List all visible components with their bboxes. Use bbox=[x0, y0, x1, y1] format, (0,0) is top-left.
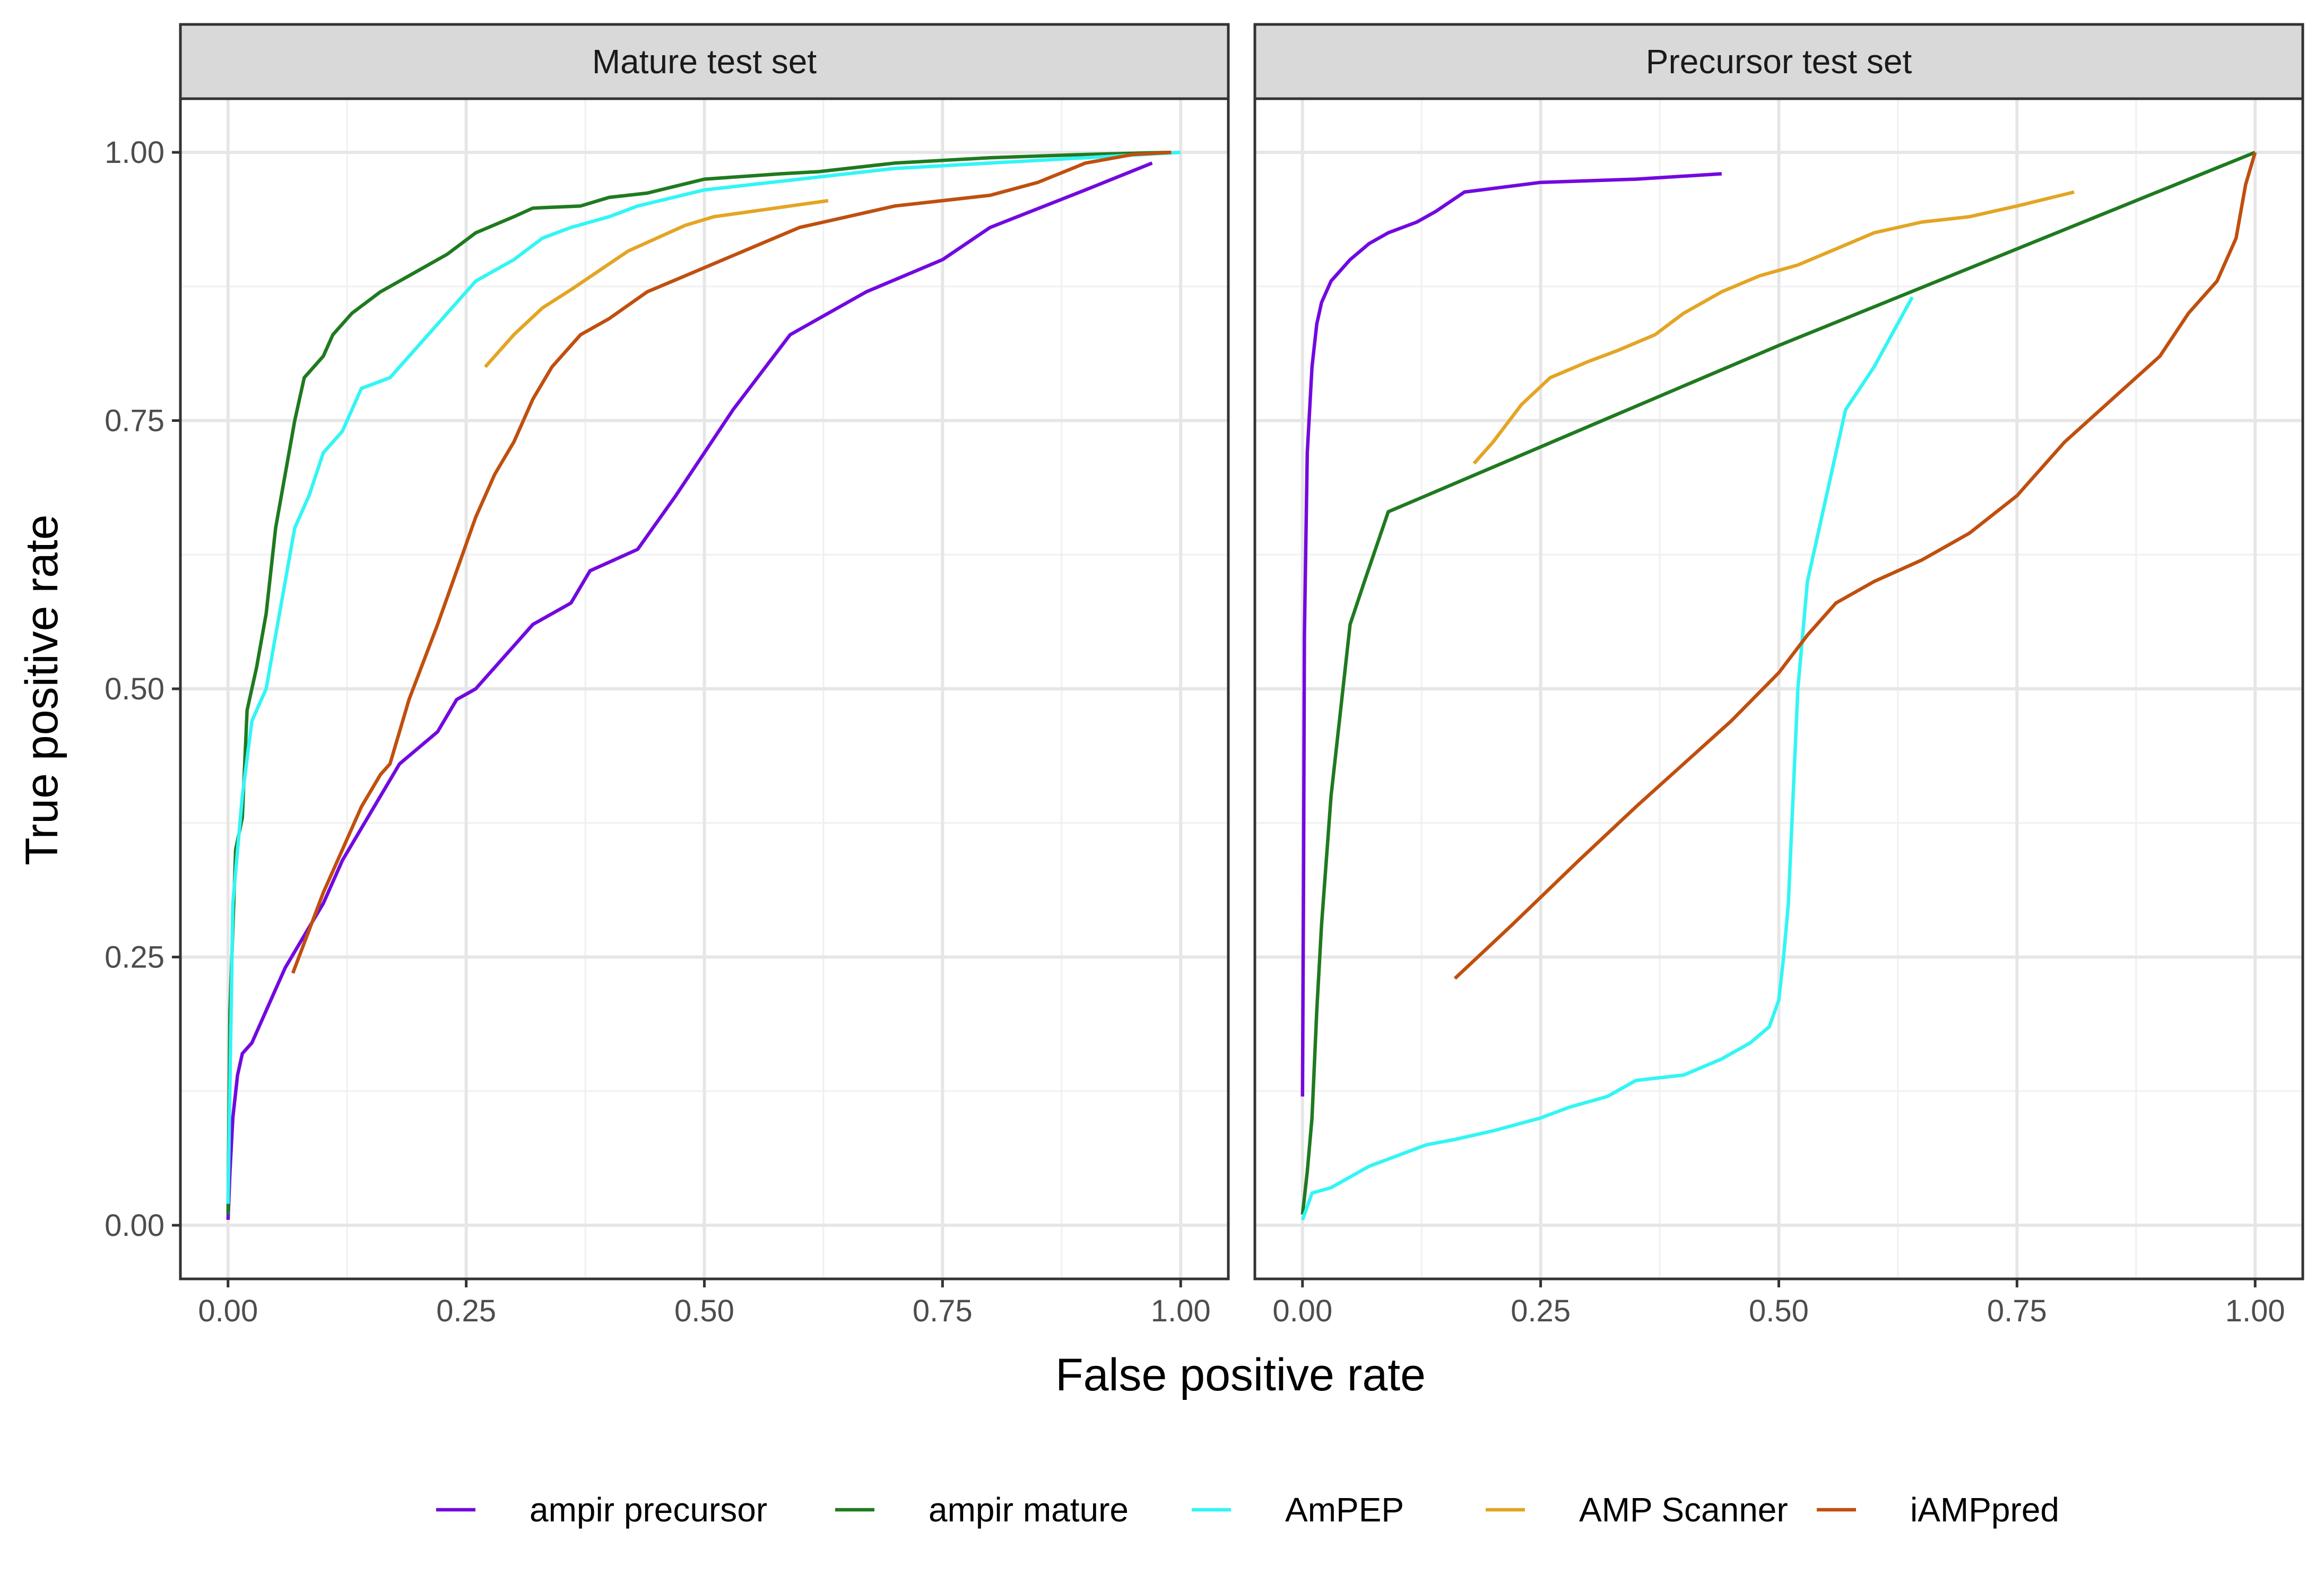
series-line-ampep bbox=[1300, 296, 1914, 1221]
panel-1: Mature test set 0.00 0.25 0.50 0.75 1.00 0.00 0… bbox=[105, 23, 1230, 1328]
y-tick-label: 1.00 bbox=[105, 135, 164, 170]
x-tick-label: 0.75 bbox=[913, 1294, 973, 1328]
legend-item-ampir-mature: ampir mature bbox=[835, 1491, 1129, 1529]
x-axis-title: False positive rate bbox=[1055, 1349, 1426, 1400]
facet-title: Precursor test set bbox=[1646, 42, 1912, 81]
x-tick-label: 0.50 bbox=[674, 1294, 734, 1328]
y-tick-label: 0.75 bbox=[105, 404, 164, 438]
legend-item-amp-scanner: AMP Scanner bbox=[1486, 1491, 1788, 1529]
series-line-amp-scanner bbox=[1472, 190, 2075, 465]
series-line-iamppred bbox=[1453, 152, 2257, 980]
legend-item-iamppred: iAMPpred bbox=[1817, 1491, 2059, 1529]
legend-label: iAMPpred bbox=[1910, 1491, 2059, 1529]
series-line-ampir-precursor bbox=[1300, 172, 1722, 1097]
x-tick-label: 0.75 bbox=[1987, 1294, 2047, 1328]
legend-label: AmPEP bbox=[1285, 1491, 1404, 1529]
legend-item-ampep: AmPEP bbox=[1192, 1491, 1404, 1529]
series-line-ampir-mature bbox=[1300, 151, 2256, 1215]
legend-label: ampir mature bbox=[929, 1491, 1129, 1529]
x-tick-label: 0.00 bbox=[1272, 1294, 1332, 1328]
y-tick-label: 0.25 bbox=[105, 940, 164, 974]
facet-title: Mature test set bbox=[592, 42, 817, 81]
facet-strip bbox=[1253, 23, 2304, 100]
series-line-amp-scanner bbox=[484, 198, 829, 368]
series-group bbox=[1300, 151, 2257, 1221]
series-line-ampep bbox=[226, 150, 1181, 1204]
facet-strip bbox=[179, 23, 1230, 100]
x-tick-label: 0.50 bbox=[1749, 1294, 1809, 1328]
panel-2: Precursor test set 0.00 0.25 0.50 0.75 1.00 bbox=[1253, 23, 2304, 1328]
legend: ampir precursor ampir mature AmPEP AMP Scan… bbox=[436, 1491, 2059, 1529]
legend-item-ampir-precursor: ampir precursor bbox=[436, 1491, 767, 1529]
x-tick-label: 0.25 bbox=[1511, 1294, 1571, 1328]
facet-panels: Mature test set 0.00 0.25 0.50 0.75 1.00 0.00 0… bbox=[105, 23, 2304, 1328]
x-tick-label: 0.25 bbox=[436, 1294, 496, 1328]
x-tick-label: 1.00 bbox=[2225, 1294, 2285, 1328]
series-group bbox=[226, 150, 1181, 1220]
y-axis-title: True positive rate bbox=[16, 514, 67, 865]
y-tick-label: 0.00 bbox=[105, 1208, 164, 1243]
series-line-iamppred bbox=[291, 150, 1172, 974]
series-line-ampir-precursor bbox=[226, 161, 1153, 1220]
legend-label: AMP Scanner bbox=[1579, 1491, 1788, 1529]
y-tick-label: 0.50 bbox=[105, 672, 164, 706]
legend-label: ampir precursor bbox=[530, 1491, 767, 1529]
x-tick-label: 1.00 bbox=[1151, 1294, 1211, 1328]
series-line-ampir-mature bbox=[226, 150, 1172, 1215]
x-tick-label: 0.00 bbox=[198, 1294, 258, 1328]
